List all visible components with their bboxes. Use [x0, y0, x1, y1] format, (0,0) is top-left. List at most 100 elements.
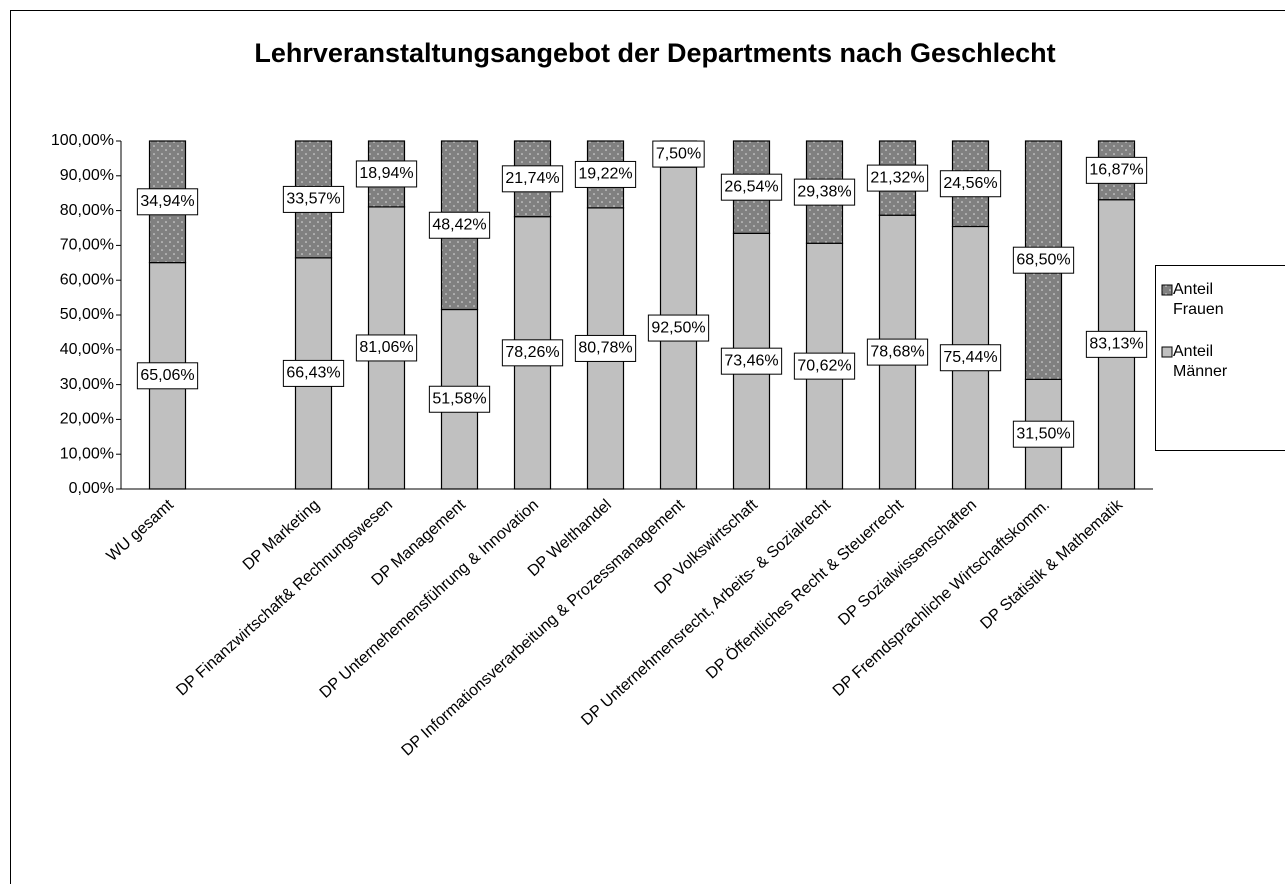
y-tick-label: 90,00%	[60, 167, 114, 184]
data-label-box	[1085, 330, 1148, 358]
data-label-text: 73,46%	[724, 352, 778, 369]
legend-swatch	[1161, 346, 1173, 358]
data-label-text: 48,42%	[432, 216, 486, 233]
data-label-text: 65,06%	[140, 367, 194, 384]
legend-label: Anteil Frauen	[1173, 281, 1224, 318]
data-label-text: 29,38%	[797, 183, 851, 200]
data-label-text: 34,94%	[140, 193, 194, 210]
x-tick-label: DP Informationsverarbeitung & Prozessman…	[399, 496, 689, 759]
data-label: 18,94%	[355, 160, 418, 188]
data-label-text: 68,50%	[1016, 251, 1070, 268]
data-label-box	[574, 160, 637, 188]
data-label: 65,06%	[136, 362, 199, 390]
data-label-text: 70,62%	[797, 357, 851, 374]
y-tick-label: 70,00%	[60, 237, 114, 254]
y-tick-label: 80,00%	[60, 202, 114, 219]
y-tick-label: 50,00%	[60, 306, 114, 323]
data-label-text: 7,50%	[656, 145, 701, 162]
x-tick-label: DP Unternehmensrecht, Arbeits- & Sozialr…	[578, 496, 834, 729]
data-label: 7,50%	[652, 140, 705, 168]
data-label-text: 31,50%	[1016, 425, 1070, 442]
data-label-box	[574, 334, 637, 362]
data-label: 78,26%	[501, 339, 564, 367]
data-label: 68,50%	[1012, 246, 1075, 274]
data-label-box	[652, 140, 705, 168]
data-label-text: 19,22%	[578, 166, 632, 183]
data-label: 73,46%	[720, 347, 783, 375]
x-tick-label: WU gesamt	[104, 496, 178, 565]
data-label-box	[866, 164, 929, 192]
data-label: 33,57%	[282, 185, 345, 213]
data-label-text: 26,54%	[724, 178, 778, 195]
data-label-box	[501, 165, 564, 193]
data-label-text: 78,68%	[870, 343, 924, 360]
data-label-box	[282, 185, 345, 213]
data-label: 24,56%	[939, 170, 1002, 198]
data-label-box	[939, 344, 1002, 372]
data-label-text: 21,74%	[505, 170, 559, 187]
y-tick-label: 100,00%	[51, 132, 114, 149]
data-label-text: 80,78%	[578, 340, 632, 357]
data-label-text: 16,87%	[1089, 162, 1143, 179]
y-tick-label: 0,00%	[69, 480, 114, 497]
frame	[10, 10, 1285, 884]
data-label-box	[355, 160, 418, 188]
y-tick-label: 40,00%	[60, 341, 114, 358]
data-label-box	[282, 359, 345, 387]
data-label-text: 78,26%	[505, 344, 559, 361]
data-label-text: 83,13%	[1089, 336, 1143, 353]
data-label-box	[1085, 156, 1148, 184]
data-label: 70,62%	[793, 352, 856, 380]
data-label-box	[939, 170, 1002, 198]
data-label-box	[355, 334, 418, 362]
data-label-text: 92,50%	[651, 319, 705, 336]
data-label: 48,42%	[428, 211, 491, 239]
data-label: 26,54%	[720, 173, 783, 201]
data-label-box	[136, 362, 199, 390]
data-label: 21,32%	[866, 164, 929, 192]
data-label-text: 18,94%	[359, 165, 413, 182]
data-label-text: 75,44%	[943, 349, 997, 366]
data-label-box	[720, 347, 783, 375]
data-label: 31,50%	[1012, 420, 1075, 448]
data-label-box	[793, 352, 856, 380]
legend-box	[1155, 265, 1285, 451]
data-label-text: 24,56%	[943, 175, 997, 192]
data-label-box	[501, 339, 564, 367]
x-tick-label: DP Statistik & Mathematik	[977, 496, 1126, 633]
data-label: 19,22%	[574, 160, 637, 188]
chart-title: Lehrveranstaltungsangebot der Department…	[254, 38, 1055, 68]
data-label: 80,78%	[574, 334, 637, 362]
data-label-text: 33,57%	[286, 191, 340, 208]
y-tick-label: 30,00%	[60, 376, 114, 393]
data-label: 34,94%	[136, 188, 199, 216]
data-label-box	[793, 178, 856, 206]
data-label-box	[1012, 420, 1075, 448]
data-label-box	[866, 338, 929, 366]
data-label-box	[720, 173, 783, 201]
data-label: 75,44%	[939, 344, 1002, 372]
data-label-box	[1012, 246, 1075, 274]
data-label: 16,87%	[1085, 156, 1148, 184]
data-label-box	[428, 211, 491, 239]
data-label-text: 51,58%	[432, 390, 486, 407]
data-label: 66,43%	[282, 359, 345, 387]
x-tick-label: DP Sozialwissenschaften	[835, 496, 980, 629]
data-label: 21,74%	[501, 165, 564, 193]
data-label-box	[136, 188, 199, 216]
data-label: 81,06%	[355, 334, 418, 362]
data-label-text: 81,06%	[359, 339, 413, 356]
data-label: 29,38%	[793, 178, 856, 206]
data-label: 51,58%	[428, 385, 491, 413]
legend-label: Anteil Männer	[1173, 343, 1228, 380]
data-label: 78,68%	[866, 338, 929, 366]
data-label-box	[428, 385, 491, 413]
legend-swatch	[1161, 284, 1173, 296]
data-label-text: 21,32%	[870, 169, 924, 186]
data-label-box	[647, 314, 710, 342]
data-label-text: 66,43%	[286, 365, 340, 382]
data-label: 92,50%	[647, 314, 710, 342]
data-label: 83,13%	[1085, 330, 1148, 358]
